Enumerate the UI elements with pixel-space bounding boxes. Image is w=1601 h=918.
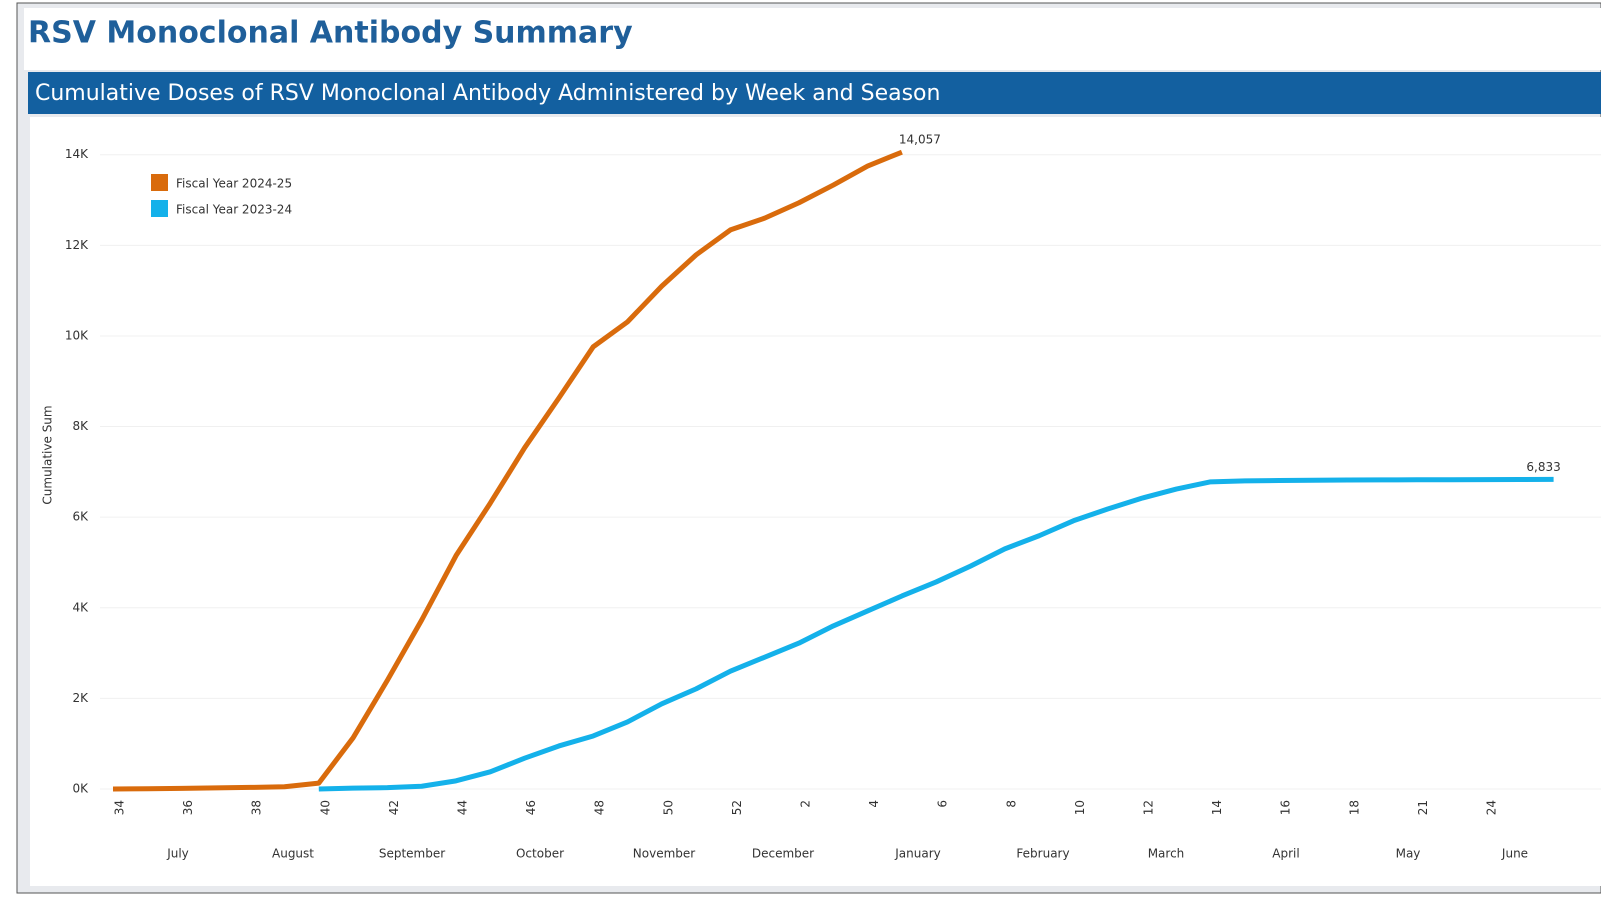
x-tick-label: 46 [524,800,538,815]
x-tick-label: 50 [661,800,675,815]
x-tick-label: 10 [1073,800,1087,815]
month-label: April [1272,847,1299,861]
x-tick-label: 36 [181,800,195,815]
series-line [318,476,1554,792]
series-line [112,149,903,792]
y-tick-label: 0K [72,782,89,796]
x-tick-label: 52 [730,800,744,815]
month-label: September [379,847,445,861]
month-label: May [1396,847,1421,861]
month-label: February [1016,847,1069,861]
chart-area [30,117,1601,886]
x-tick-label: 6 [936,800,950,808]
legend-swatch [151,200,168,217]
legend-label: Fiscal Year 2023-24 [176,203,292,217]
x-tick-label: 2 [799,800,813,808]
data-label: 14,057 [899,133,941,147]
x-tick-label: 21 [1416,800,1430,815]
y-tick-label: 12K [65,238,89,252]
data-label: 6,833 [1526,460,1560,474]
y-tick-label: 10K [65,328,89,342]
page-title: RSV Monoclonal Antibody Summary [28,16,633,51]
x-tick-label: 14 [1210,800,1224,815]
x-tick-label: 38 [250,800,264,815]
y-tick-label: 6K [72,510,89,524]
y-tick-label: 4K [72,600,89,614]
x-tick-label: 12 [1142,800,1156,815]
chart-header [28,72,1601,114]
legend-swatch [151,174,168,191]
month-label: July [166,847,189,861]
chart-title: Cumulative Doses of RSV Monoclonal Antib… [35,81,940,106]
month-label: January [894,847,941,861]
x-tick-label: 18 [1347,800,1361,815]
x-tick-label: 16 [1279,800,1293,815]
y-tick-label: 8K [72,419,89,433]
month-label: March [1148,847,1185,861]
month-label: December [752,847,814,861]
y-tick-label: 2K [72,691,89,705]
title-area [24,8,1601,70]
month-label: August [272,847,314,861]
x-tick-label: 48 [593,800,607,815]
x-tick-label: 24 [1485,800,1499,815]
x-tick-label: 4 [867,800,881,808]
y-tick-label: 14K [65,147,89,161]
month-label: November [633,847,695,861]
month-label: June [1501,847,1528,861]
month-label: October [516,847,564,861]
x-tick-label: 44 [456,800,470,815]
x-tick-label: 42 [387,800,401,815]
legend-label: Fiscal Year 2024-25 [176,177,292,191]
x-tick-label: 8 [1004,800,1018,808]
x-tick-label: 40 [318,800,332,815]
y-axis-label: Cumulative Sum [41,405,55,504]
x-tick-label: 34 [113,800,127,815]
